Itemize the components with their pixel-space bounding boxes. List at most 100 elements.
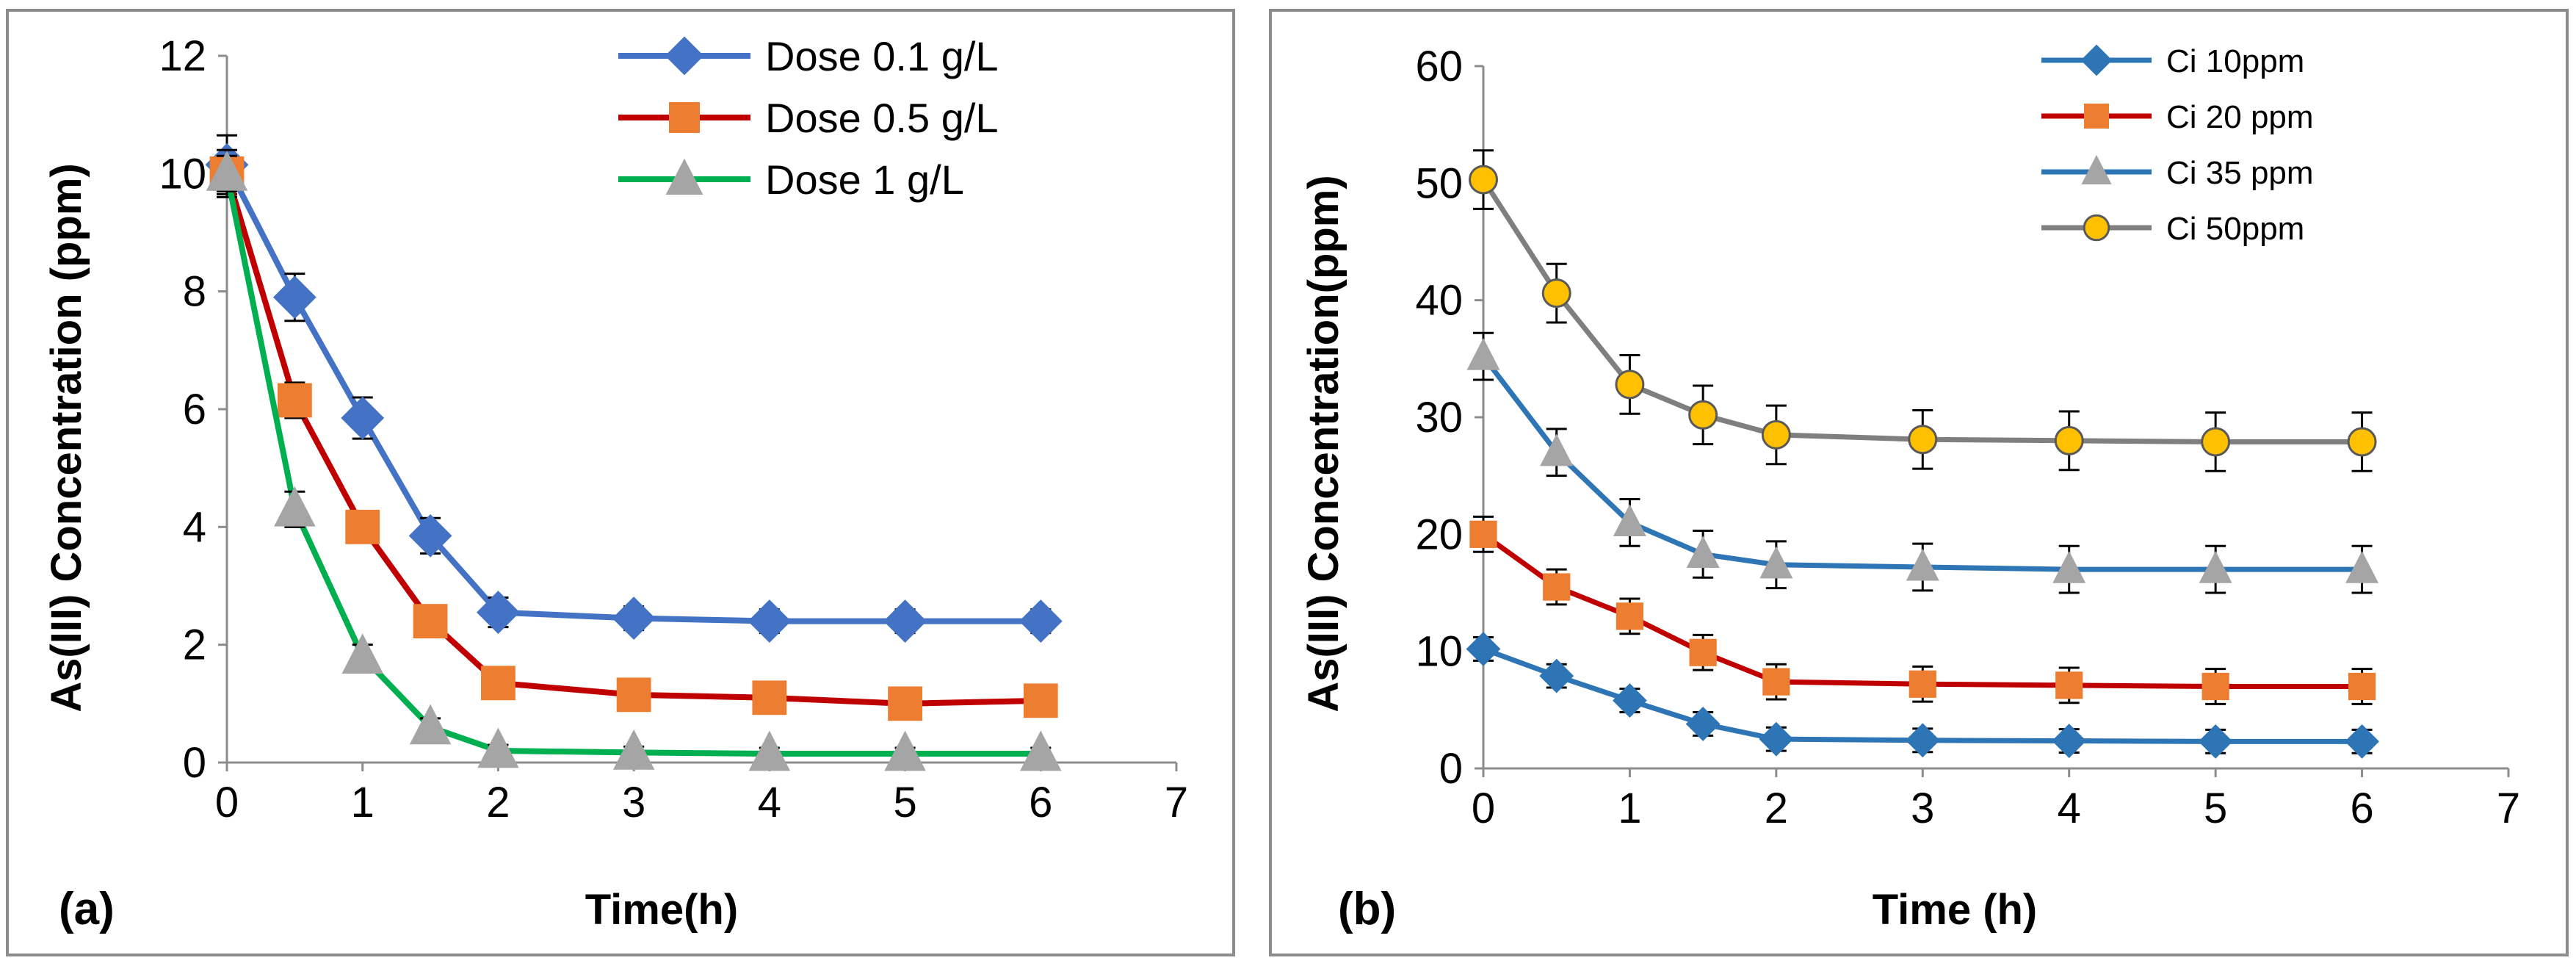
panel-b-data-point <box>1759 721 1794 757</box>
panel-b-series-4 <box>1469 149 2377 472</box>
panel-b-data-point <box>2348 672 2376 701</box>
panel-a-x-tick-label: 1 <box>351 779 375 826</box>
panel-b-data-point <box>2052 550 2086 583</box>
panel-b-series-2 <box>1469 515 2376 705</box>
panel-a-data-point <box>272 275 316 320</box>
panel-b-legend-marker <box>2083 214 2110 242</box>
panel-b-data-point <box>1466 632 1501 666</box>
panel-b-series-1 <box>1466 632 2379 759</box>
panel-b-y-tick-label: 40 <box>1415 277 1463 325</box>
panel-b-label: (b) <box>1338 884 1396 934</box>
panel-a-legend-marker <box>665 36 704 76</box>
panel-a-legend-label: Dose 0.5 g/L <box>765 95 999 141</box>
panel-b-axes: 0 1 2 3 4 5 6 7 0 10 20 30 40 50 60 <box>1415 43 2520 832</box>
panel-b-data-point <box>2055 671 2083 699</box>
panel-a-legend: Dose 0.1 g/L Dose 0.5 g/L Dose 1 g/L <box>618 33 999 203</box>
panel-a-data-point <box>481 666 515 701</box>
panel-a-y-tick-label: 0 <box>183 739 206 787</box>
panel-b-x-tick-label: 5 <box>2204 785 2227 832</box>
panel-b-y-tick-label: 30 <box>1415 394 1463 441</box>
panel-b-legend-marker <box>2084 104 2109 129</box>
panel-a-label: (a) <box>59 884 115 934</box>
panel-b-data-point <box>1541 278 1571 309</box>
panel-a-data-point <box>1023 683 1058 718</box>
panel-b-data-point <box>2054 425 2084 455</box>
panel-a-data-point <box>612 729 655 770</box>
panel-a-legend-marker <box>665 158 703 195</box>
panel-b-data-point <box>1762 668 1790 696</box>
panel-b-data-point <box>2201 427 2231 457</box>
panel-a-data-point <box>612 596 656 641</box>
panel-b-legend: Ci 10ppm Ci 20 ppm Ci 35 ppm Ci 50ppm <box>2041 43 2314 247</box>
panel-a-x-tick-label: 3 <box>622 779 645 826</box>
panel-a-data-point <box>883 599 927 644</box>
panel-b-data-point <box>1909 670 1936 698</box>
panel-b-legend-entry: Ci 20 ppm <box>2041 99 2314 135</box>
panel-b-data-point <box>1689 638 1717 666</box>
panel-b-data-point <box>2345 550 2379 583</box>
panel-a-data-point <box>206 150 248 191</box>
panel-b-legend-label: Ci 20 ppm <box>2166 99 2314 135</box>
panel-a-y-tick-label: 6 <box>183 386 206 433</box>
panel-b-y-axis-title: As(III) Concentration(ppm) <box>1300 175 1347 712</box>
panel-a-frame <box>6 9 1235 956</box>
panel-b-legend-entry: Ci 50ppm <box>2041 211 2304 247</box>
panel-a-data-point <box>616 677 651 713</box>
panel-b-data-point <box>1761 419 1791 450</box>
panel-a-legend-entry: Dose 0.5 g/L <box>618 95 999 141</box>
panel-a-y-tick-label: 4 <box>183 503 206 551</box>
panel-b-data-point <box>1469 520 1497 548</box>
panel-b-x-tick-label: 3 <box>1911 785 1934 832</box>
panel-a-data-point <box>1019 599 1063 644</box>
panel-b-data-point <box>1540 433 1574 466</box>
panel-b-x-tick-label: 7 <box>2497 785 2520 832</box>
panel-b-legend-marker <box>2081 154 2112 184</box>
panel-a-legend-marker <box>669 102 700 133</box>
panel-b-legend-label: Ci 50ppm <box>2166 211 2304 247</box>
panel-a-data-point <box>408 513 452 558</box>
panel-a-x-axis-title: Time(h) <box>585 886 738 934</box>
panel-a-y-tick-label: 2 <box>183 621 206 669</box>
panel-b-data-point <box>1688 400 1718 430</box>
panel-a-series-1 <box>205 134 1063 644</box>
panel-a-data-point <box>1020 730 1062 771</box>
panel-a-x-tick-label: 0 <box>215 779 239 826</box>
panel-b-y-tick-label: 10 <box>1415 628 1463 676</box>
panel-b-x-tick-label: 2 <box>1765 785 1788 832</box>
panel-a-x-tick-label: 7 <box>1165 779 1188 826</box>
panel-b-data-point <box>2052 724 2087 758</box>
panel-b-data-point <box>2198 724 2233 759</box>
panel-b-x-tick-label: 6 <box>2350 785 2373 832</box>
panel-a-data-point <box>345 509 380 544</box>
panel-a-data-point <box>748 599 792 644</box>
panel-b-data-point <box>1613 683 1647 718</box>
panel-b-frame <box>1269 9 2569 956</box>
panel-b-legend-marker <box>2080 44 2113 76</box>
panel-a-data-point <box>748 730 791 771</box>
panel-a-legend-label: Dose 0.1 g/L <box>765 33 999 79</box>
panel-b-legend-entry: Ci 35 ppm <box>2041 154 2314 191</box>
panel-b-legend-label: Ci 10ppm <box>2166 43 2304 79</box>
panel-a-y-axis-title: As(III) Concentration (ppm) <box>43 163 90 713</box>
panel-b-data-point <box>1686 536 1720 568</box>
panel-a-data-point <box>413 604 448 639</box>
panel-a-series <box>205 134 1063 771</box>
panel-b-y-tick-label: 20 <box>1415 511 1463 558</box>
panel-b-data-point <box>1613 504 1646 536</box>
panel-b-x-tick-label: 0 <box>1472 785 1495 832</box>
panel-a-y-tick-label: 8 <box>183 268 206 316</box>
panel-b-legend-entry: Ci 10ppm <box>2041 43 2304 79</box>
panel-b-legend-label: Ci 35 ppm <box>2166 155 2314 191</box>
panel-a-x-tick-label: 5 <box>893 779 916 826</box>
panel-b-data-point <box>1615 370 1645 400</box>
panel-b-series-3 <box>1466 331 2379 594</box>
panel-b-data-point <box>2347 427 2377 457</box>
panel-b-series <box>1466 149 2379 759</box>
panel-a-data-point <box>888 686 922 721</box>
panel-b-x-tick-label: 1 <box>1618 785 1641 832</box>
panel-b-data-point <box>2345 724 2379 759</box>
panel-b-data-point <box>1908 425 1938 455</box>
